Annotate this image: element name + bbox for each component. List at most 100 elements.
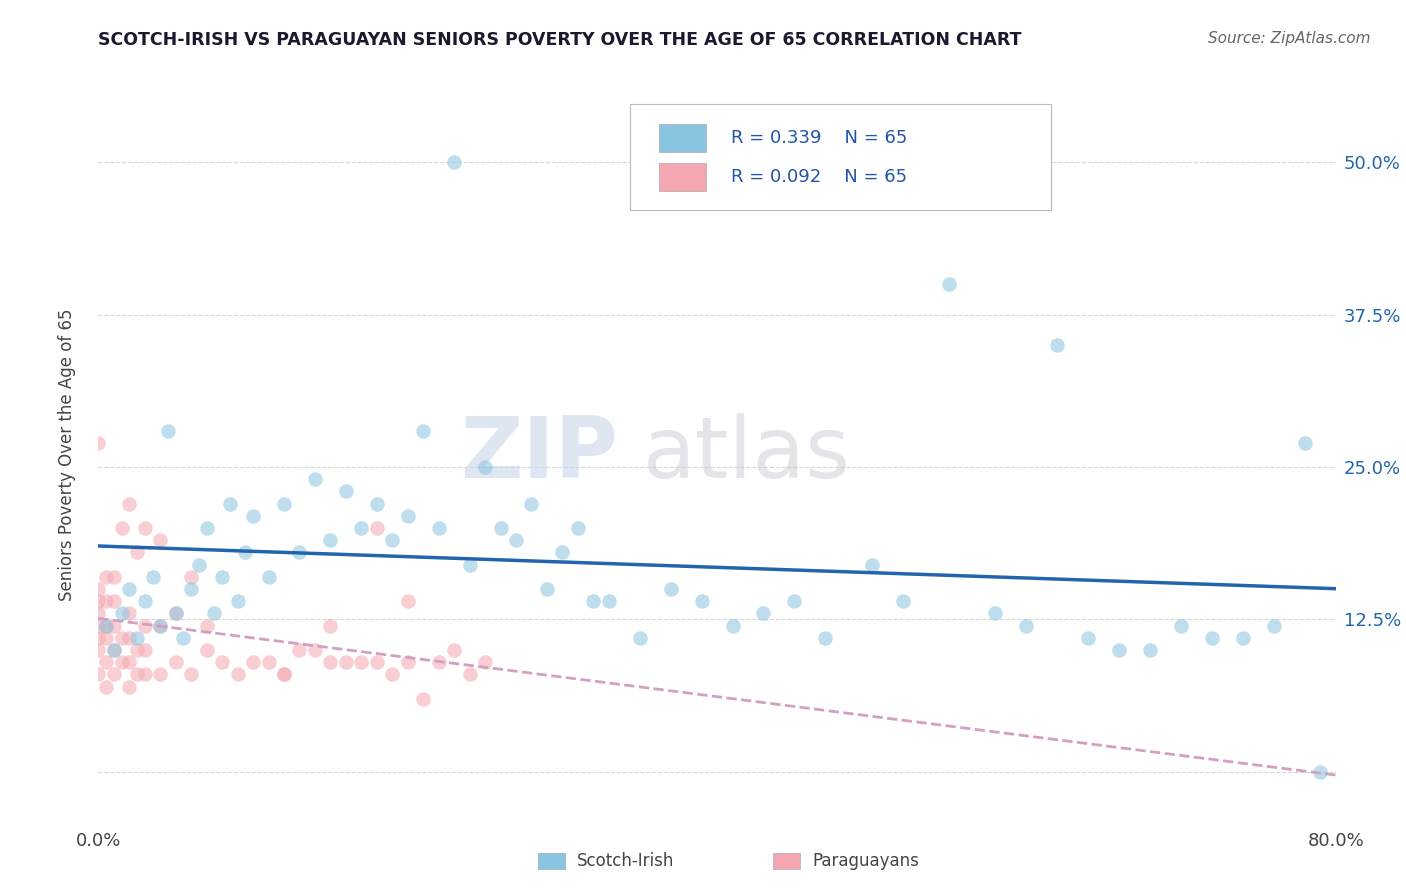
- Point: [149, 667, 172, 681]
- Point: [489, 521, 512, 535]
- Point: [273, 667, 295, 681]
- FancyBboxPatch shape: [659, 124, 706, 153]
- Point: [1015, 618, 1038, 632]
- Y-axis label: Seniors Poverty Over the Age of 65: Seniors Poverty Over the Age of 65: [58, 309, 76, 601]
- Point: [87, 582, 110, 596]
- Point: [204, 607, 226, 621]
- Point: [180, 667, 202, 681]
- Point: [242, 655, 264, 669]
- Point: [134, 667, 156, 681]
- Text: Source: ZipAtlas.com: Source: ZipAtlas.com: [1208, 31, 1371, 46]
- Point: [396, 508, 419, 523]
- Point: [1077, 631, 1099, 645]
- Point: [180, 570, 202, 584]
- Text: atlas: atlas: [643, 413, 851, 497]
- Point: [118, 631, 141, 645]
- Point: [783, 594, 806, 608]
- Point: [87, 667, 110, 681]
- Point: [1046, 338, 1069, 352]
- Point: [134, 618, 156, 632]
- Point: [1139, 643, 1161, 657]
- Point: [87, 435, 110, 450]
- Point: [860, 558, 883, 572]
- Point: [458, 558, 481, 572]
- Text: ZIP: ZIP: [460, 413, 619, 497]
- Point: [118, 497, 141, 511]
- Point: [1294, 435, 1316, 450]
- Point: [690, 594, 713, 608]
- Point: [273, 497, 295, 511]
- Point: [103, 667, 125, 681]
- Point: [567, 521, 589, 535]
- Point: [551, 545, 574, 559]
- Point: [381, 667, 404, 681]
- Point: [257, 570, 280, 584]
- Point: [103, 618, 125, 632]
- Point: [304, 643, 326, 657]
- Text: SCOTCH-IRISH VS PARAGUAYAN SENIORS POVERTY OVER THE AGE OF 65 CORRELATION CHART: SCOTCH-IRISH VS PARAGUAYAN SENIORS POVER…: [98, 31, 1022, 49]
- Point: [582, 594, 605, 608]
- Point: [235, 545, 257, 559]
- Point: [96, 680, 118, 694]
- Point: [1232, 631, 1254, 645]
- Point: [96, 570, 118, 584]
- Point: [118, 680, 141, 694]
- Point: [211, 570, 233, 584]
- Point: [474, 655, 496, 669]
- Point: [134, 643, 156, 657]
- Point: [752, 607, 775, 621]
- Point: [195, 643, 218, 657]
- Point: [103, 594, 125, 608]
- Point: [142, 570, 165, 584]
- Point: [381, 533, 404, 548]
- Point: [335, 655, 357, 669]
- Point: [211, 655, 233, 669]
- Point: [180, 582, 202, 596]
- Point: [1263, 618, 1285, 632]
- FancyBboxPatch shape: [630, 103, 1052, 210]
- FancyBboxPatch shape: [537, 853, 565, 869]
- Text: Scotch-Irish: Scotch-Irish: [578, 852, 675, 870]
- Point: [366, 655, 388, 669]
- Point: [226, 594, 249, 608]
- Point: [288, 545, 311, 559]
- Point: [288, 643, 311, 657]
- Point: [87, 594, 110, 608]
- Point: [96, 618, 118, 632]
- Point: [396, 594, 419, 608]
- Text: Paraguayans: Paraguayans: [813, 852, 920, 870]
- Point: [427, 655, 450, 669]
- Point: [195, 521, 218, 535]
- Point: [96, 594, 118, 608]
- Point: [103, 643, 125, 657]
- Point: [118, 607, 141, 621]
- FancyBboxPatch shape: [659, 163, 706, 191]
- Point: [96, 618, 118, 632]
- Point: [87, 618, 110, 632]
- Point: [366, 521, 388, 535]
- Point: [242, 508, 264, 523]
- Text: R = 0.339    N = 65: R = 0.339 N = 65: [731, 129, 907, 147]
- Point: [103, 570, 125, 584]
- Point: [96, 655, 118, 669]
- Point: [721, 618, 744, 632]
- Point: [443, 155, 465, 169]
- Point: [319, 655, 342, 669]
- Point: [111, 521, 134, 535]
- Point: [165, 607, 187, 621]
- Point: [319, 533, 342, 548]
- Point: [396, 655, 419, 669]
- Point: [134, 521, 156, 535]
- Point: [335, 484, 357, 499]
- Point: [598, 594, 620, 608]
- Point: [127, 667, 149, 681]
- Point: [474, 460, 496, 475]
- Point: [273, 667, 295, 681]
- Point: [165, 655, 187, 669]
- Point: [127, 545, 149, 559]
- Text: R = 0.092    N = 65: R = 0.092 N = 65: [731, 168, 907, 186]
- Point: [1309, 764, 1331, 779]
- Point: [87, 607, 110, 621]
- Point: [173, 631, 195, 645]
- Point: [195, 618, 218, 632]
